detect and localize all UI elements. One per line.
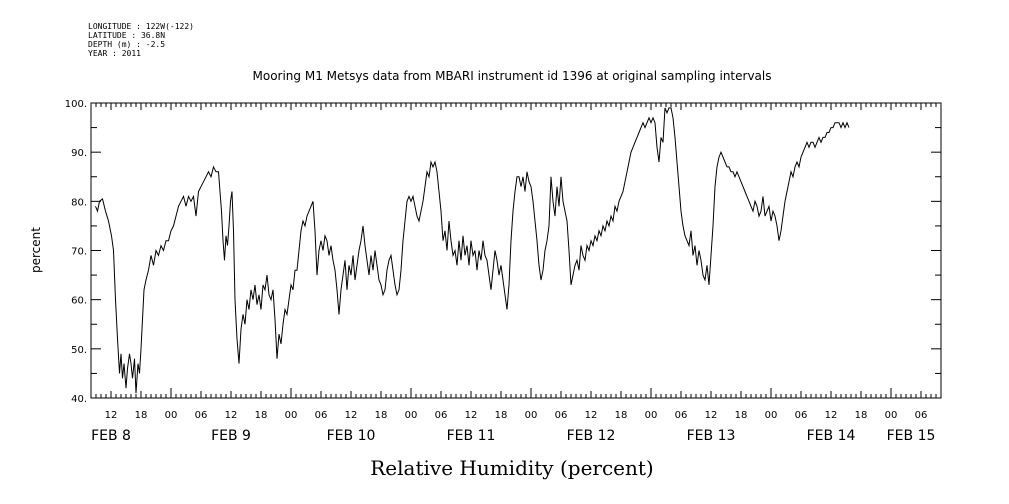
x-hour-label: 06 — [555, 410, 568, 421]
x-hour-label: 00 — [525, 410, 538, 421]
x-hour-label: 00 — [165, 410, 178, 421]
x-hour-label: 06 — [795, 410, 808, 421]
y-tick-label: 90. — [71, 148, 87, 159]
x-hour-label: 18 — [135, 410, 148, 421]
mooring-metadata: LONGITUDE : 122W(-122)LATITUDE : 36.8NDE… — [88, 22, 194, 58]
axis-tick-labels: 40. 50. 60. 70. 80. 90. 100. 12 18 00 06 12 18 00 06 12… — [65, 99, 936, 444]
y-tick-label: 70. — [71, 247, 87, 258]
x-day-label: FEB 15 — [887, 428, 936, 444]
y-axis-label: percent — [29, 227, 43, 273]
x-hour-label: 18 — [615, 410, 628, 421]
x-hour-label: 18 — [855, 410, 868, 421]
x-hour-label: 06 — [315, 410, 328, 421]
x-hour-label: 12 — [345, 410, 358, 421]
x-hour-label: 12 — [225, 410, 238, 421]
chart-title: Mooring M1 Metsys data from MBARI instru… — [253, 69, 772, 83]
x-hour-label: 12 — [105, 410, 118, 421]
x-hour-label: 00 — [405, 410, 418, 421]
x-hour-label: 18 — [495, 410, 508, 421]
x-hour-label: 06 — [195, 410, 208, 421]
humidity-series-line — [95, 107, 850, 394]
metadata-line: YEAR : 2011 — [88, 49, 141, 58]
x-hour-label: 12 — [465, 410, 478, 421]
x-day-label: FEB 13 — [687, 428, 736, 444]
metadata-line: DEPTH (m) : -2.5 — [88, 40, 165, 49]
y-tick-label: 80. — [71, 197, 87, 208]
x-hour-label: 06 — [435, 410, 448, 421]
x-hour-label: 18 — [375, 410, 388, 421]
y-tick-label: 40. — [71, 394, 87, 405]
metadata-line: LONGITUDE : 122W(-122) — [88, 22, 194, 31]
x-day-label: FEB 12 — [567, 428, 616, 444]
metadata-line: LATITUDE : 36.8N — [88, 31, 165, 40]
x-hour-label: 12 — [705, 410, 718, 421]
x-hour-label: 12 — [825, 410, 838, 421]
x-hour-label: 18 — [735, 410, 748, 421]
y-tick-label: 50. — [71, 345, 87, 356]
plot-frame — [90, 102, 942, 399]
x-hour-label: 00 — [285, 410, 298, 421]
x-hour-label: 06 — [915, 410, 928, 421]
x-hour-label: 00 — [765, 410, 778, 421]
x-hour-label: 18 — [255, 410, 268, 421]
x-hour-label: 12 — [585, 410, 598, 421]
axis-ticks — [90, 102, 942, 399]
x-day-label: FEB 8 — [91, 428, 131, 444]
x-hour-label: 00 — [885, 410, 898, 421]
x-day-label: FEB 11 — [447, 428, 496, 444]
y-tick-label: 60. — [71, 296, 87, 307]
x-day-label: FEB 9 — [211, 428, 251, 444]
x-day-label: FEB 10 — [327, 428, 376, 444]
x-hour-label: 06 — [675, 410, 688, 421]
x-day-label: FEB 14 — [807, 428, 856, 444]
x-hour-label: 00 — [645, 410, 658, 421]
y-tick-label: 100. — [65, 99, 87, 110]
x-axis-label: Relative Humidity (percent) — [370, 456, 653, 480]
